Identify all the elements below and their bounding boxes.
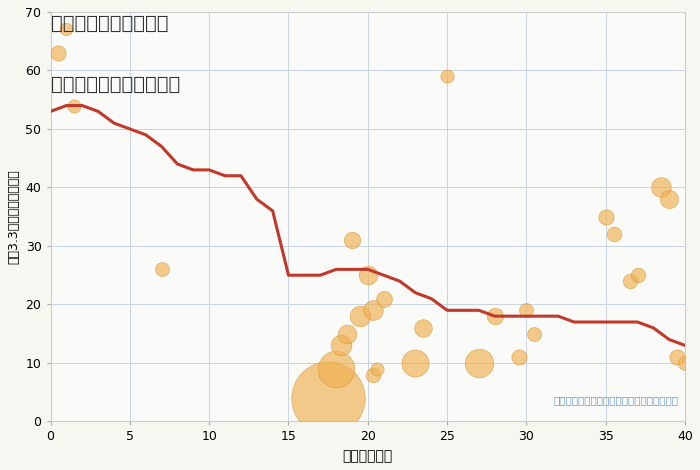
X-axis label: 築年数（年）: 築年数（年） — [343, 449, 393, 463]
Point — [367, 371, 378, 378]
Point — [156, 266, 167, 273]
Point — [69, 102, 80, 110]
Point — [608, 230, 620, 238]
Text: 福岡県大牟田市浜町の: 福岡県大牟田市浜町の — [50, 14, 168, 33]
Point — [473, 359, 484, 367]
Y-axis label: 坪（3.3㎡）単価（万円）: 坪（3.3㎡）単価（万円） — [7, 169, 20, 264]
Point — [528, 330, 540, 337]
Point — [410, 359, 421, 367]
Point — [323, 394, 334, 402]
Point — [61, 26, 72, 33]
Text: 円の大きさは、取引のあった物件面積を示す: 円の大きさは、取引のあった物件面積を示す — [554, 395, 679, 405]
Point — [489, 313, 500, 320]
Point — [367, 306, 378, 314]
Point — [418, 324, 429, 332]
Point — [378, 295, 389, 302]
Point — [600, 213, 611, 220]
Point — [346, 236, 358, 244]
Point — [335, 342, 346, 349]
Point — [656, 184, 667, 191]
Point — [342, 330, 353, 337]
Point — [330, 365, 342, 373]
Point — [624, 277, 635, 285]
Point — [671, 353, 682, 361]
Point — [372, 365, 383, 373]
Text: 築年数別中古戸建て価格: 築年数別中古戸建て価格 — [50, 75, 180, 94]
Point — [362, 272, 373, 279]
Point — [53, 49, 64, 57]
Point — [664, 196, 675, 203]
Point — [513, 353, 524, 361]
Point — [680, 359, 691, 367]
Point — [632, 272, 643, 279]
Point — [354, 313, 365, 320]
Point — [521, 306, 532, 314]
Point — [442, 72, 453, 80]
